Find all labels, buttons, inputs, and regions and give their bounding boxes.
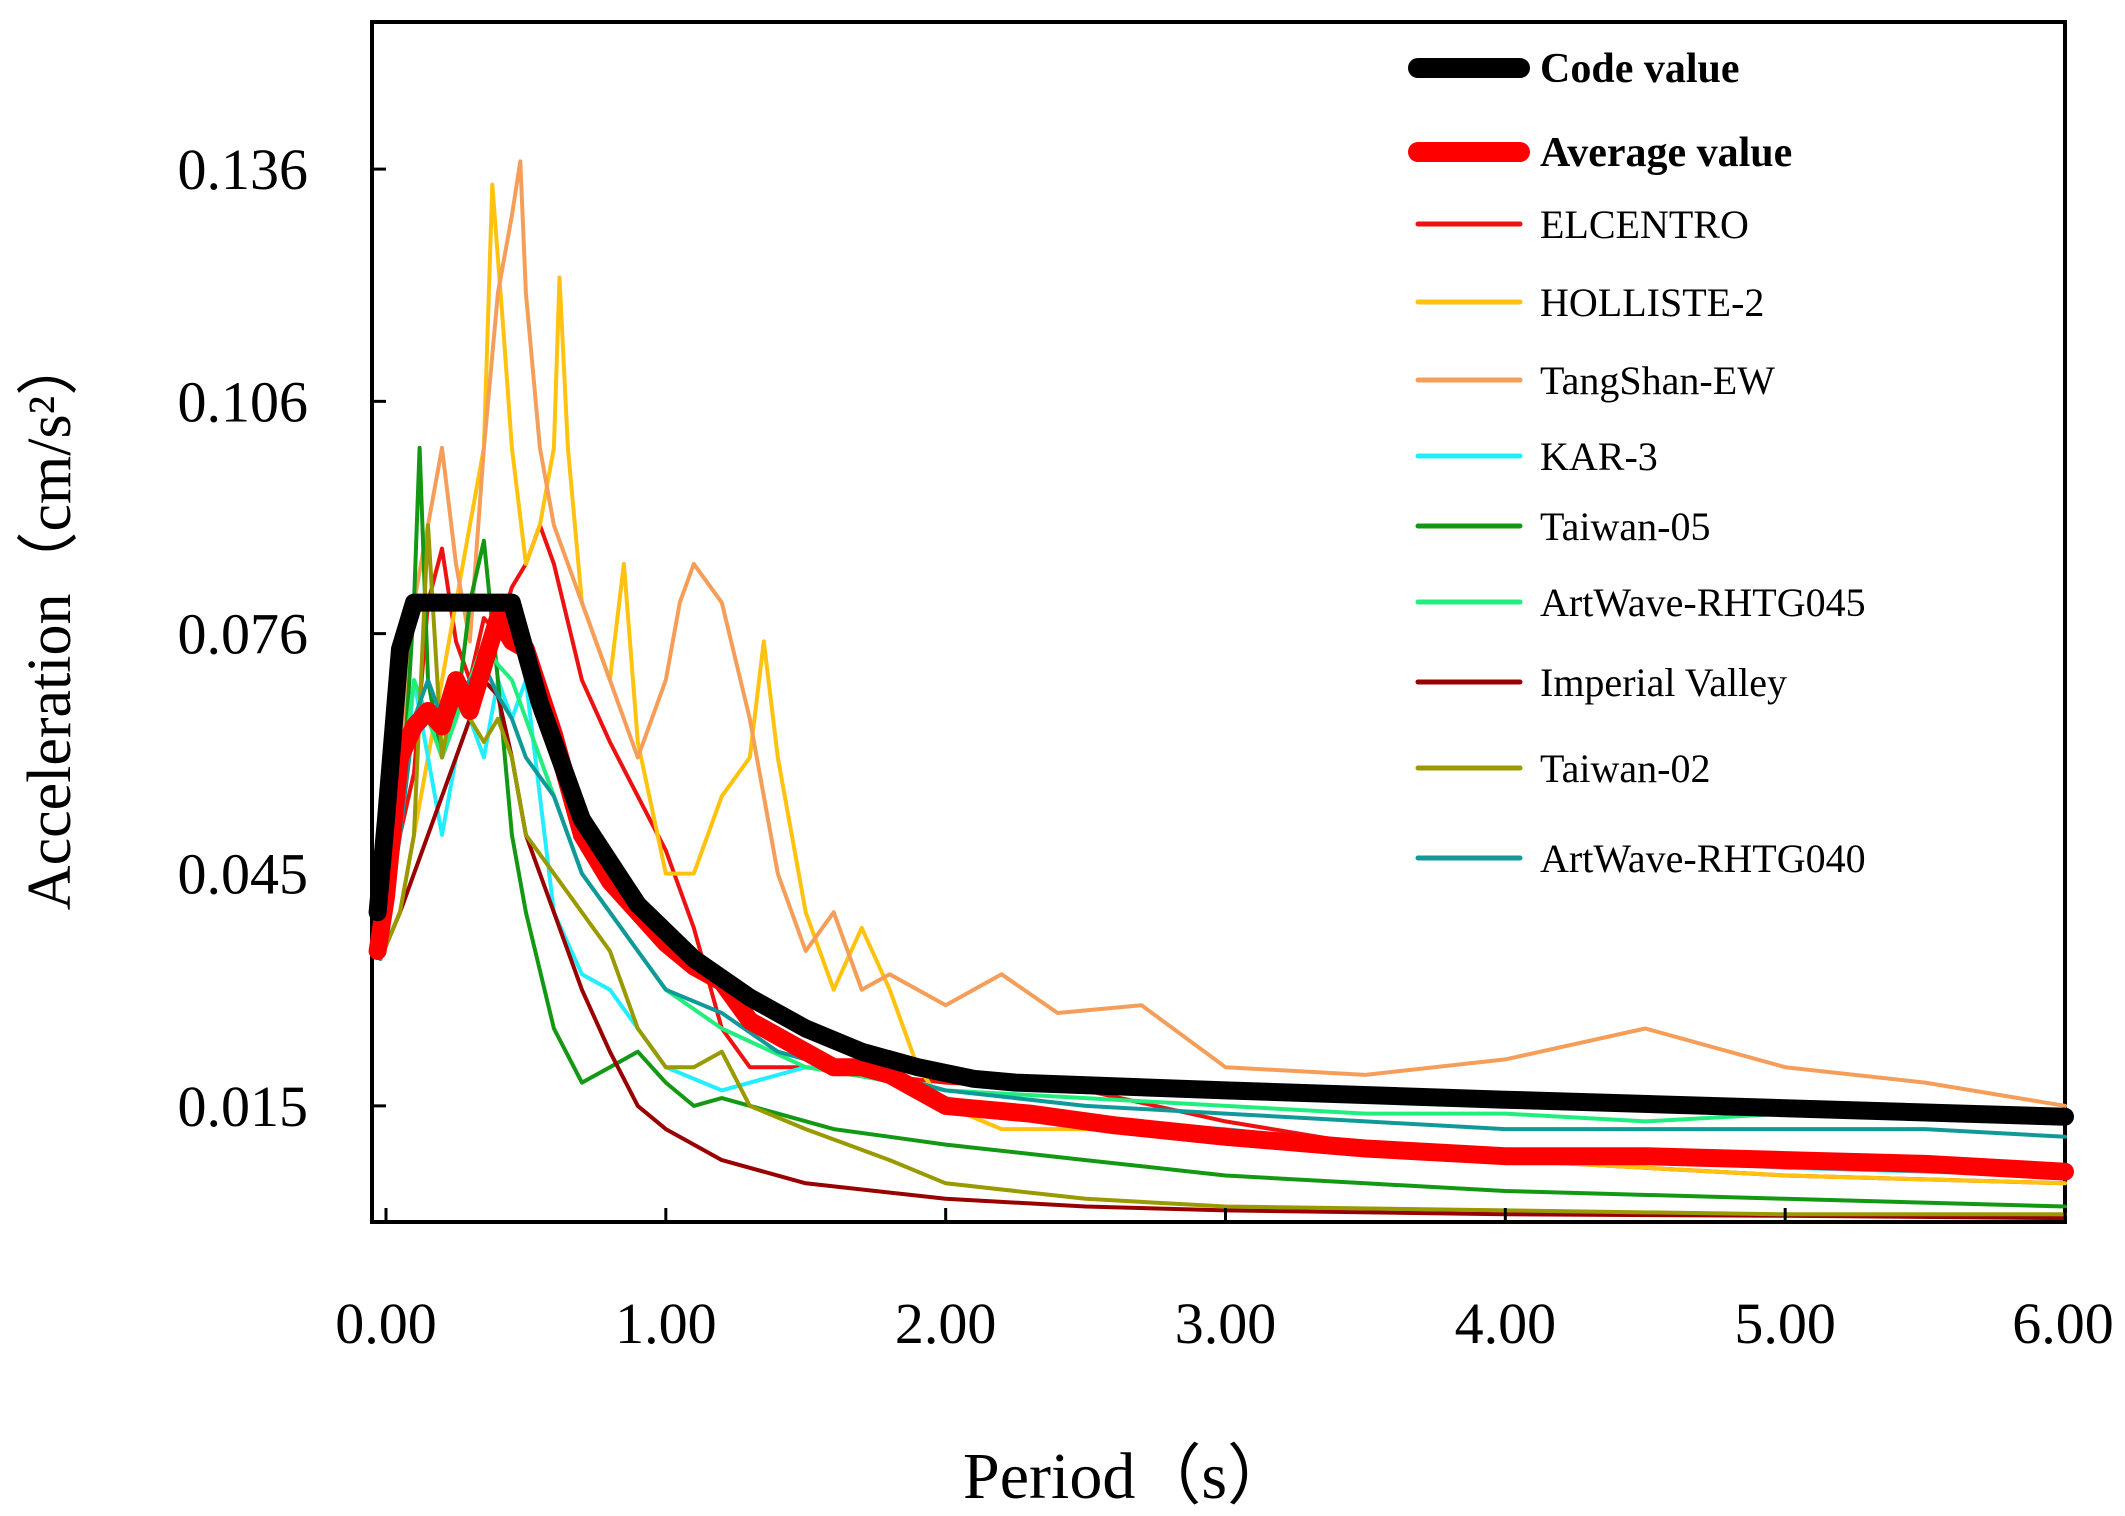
y-tick-label: 0.106 <box>178 369 309 434</box>
legend-label-holliste-2: HOLLISTE-2 <box>1540 280 1764 325</box>
y-axis-title: Acceleration（cm/s²） <box>16 334 84 910</box>
legend-label-artwave-rhtg040: ArtWave-RHTG040 <box>1540 836 1866 881</box>
series-line-code-value <box>368 593 2074 1126</box>
x-tick-label: 1.00 <box>615 1291 717 1356</box>
x-axis: 0.00 1.00 2.00 3.00 4.00 5.00 6.00 <box>335 1208 2114 1356</box>
x-tick-label: 2.00 <box>895 1291 997 1356</box>
x-tick-label: 5.00 <box>1734 1291 1836 1356</box>
legend-label-code-value: Code value <box>1540 46 1740 92</box>
y-tick-label: 0.015 <box>178 1074 309 1139</box>
legend-label-artwave-rhtg045: ArtWave-RHTG045 <box>1540 580 1866 625</box>
x-tick-label: 4.00 <box>1455 1291 1557 1356</box>
plot-frame <box>370 20 2067 1224</box>
series-line-holliste-2 <box>378 182 2067 1186</box>
y-tick-label: 0.045 <box>178 842 309 907</box>
legend-label-kar-3: KAR-3 <box>1540 434 1658 479</box>
y-tick-label: 0.076 <box>178 602 309 667</box>
legend-label-tangshan-ew: TangShan-EW <box>1540 358 1775 403</box>
x-tick-label: 3.00 <box>1175 1291 1277 1356</box>
y-axis: 0.015 0.045 0.076 0.106 0.136 <box>178 137 386 1139</box>
legend: Code value Average value ELCENTRO HOLLISTE-… <box>1408 46 1866 881</box>
series-line-tangshan-ew <box>378 159 2067 1108</box>
y-tick-label: 0.136 <box>178 137 309 202</box>
x-tick-label: 0.00 <box>335 1291 437 1356</box>
x-axis-title: Period（s） <box>963 1440 1293 1513</box>
legend-label-elcentro: ELCENTRO <box>1540 202 1749 247</box>
legend-label-imperial-valley: Imperial Valley <box>1540 660 1787 705</box>
legend-label-taiwan-02: Taiwan-02 <box>1540 746 1710 791</box>
legend-label-average-value: Average value <box>1540 130 1792 176</box>
series-line-imperial-valley <box>378 678 2067 1221</box>
legend-label-taiwan-05: Taiwan-05 <box>1540 504 1710 549</box>
series-layer <box>368 159 2074 1221</box>
x-tick-label: 6.00 <box>2012 1291 2114 1356</box>
